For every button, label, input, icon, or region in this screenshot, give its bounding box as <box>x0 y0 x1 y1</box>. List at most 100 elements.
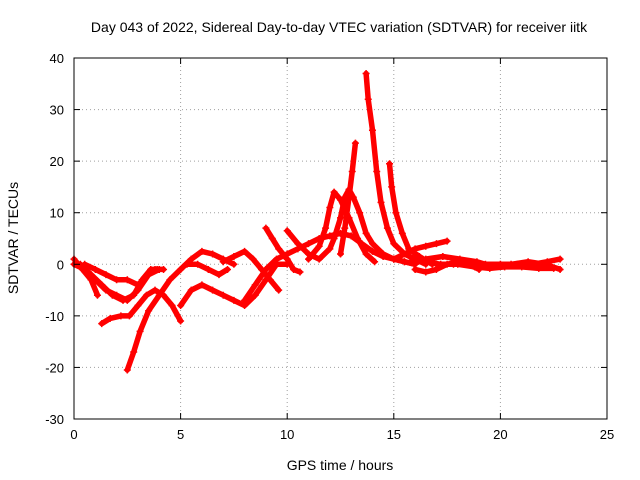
chart-title: Day 043 of 2022, Sidereal Day-to-day VTE… <box>91 19 588 35</box>
data-point-marker <box>400 250 408 258</box>
data-point-marker <box>106 314 114 322</box>
data-point-marker <box>273 255 281 263</box>
series-arc-o <box>363 70 429 268</box>
data-point-marker <box>379 250 387 258</box>
y-tick-label: -20 <box>45 360 64 375</box>
data-point-marker <box>422 242 430 250</box>
data-point-marker <box>230 296 238 304</box>
data-point-marker <box>407 258 415 266</box>
data-point-marker <box>194 260 202 268</box>
data-point-marker <box>209 286 217 294</box>
data-point-marker <box>198 247 206 255</box>
data-point-marker <box>490 263 498 271</box>
data-point-marker <box>151 286 159 294</box>
data-point-marker <box>356 209 364 217</box>
data-point-marker <box>541 260 549 268</box>
data-point-marker <box>422 268 430 276</box>
data-point-marker <box>145 271 153 279</box>
data-point-marker <box>224 265 232 273</box>
y-tick-label: 30 <box>50 103 64 118</box>
data-point-marker <box>81 260 89 268</box>
axis-ticks: 0 5 10 15 20 25 -30 -20 -10 0 10 20 30 40 <box>45 51 614 442</box>
data-point-marker <box>130 348 138 356</box>
y-tick-label: 0 <box>57 257 64 272</box>
data-point-marker <box>119 296 127 304</box>
data-point-marker <box>337 250 344 258</box>
data-point-marker <box>362 69 370 77</box>
data-point-marker <box>524 258 532 266</box>
data-point-marker <box>348 167 356 175</box>
y-tick-label: 20 <box>50 154 64 169</box>
x-axis-label: GPS time / hours <box>287 457 394 473</box>
data-point-marker <box>390 240 398 248</box>
data-point-marker <box>98 320 106 328</box>
data-point-marker <box>556 265 564 273</box>
data-point-marker <box>345 193 353 201</box>
x-tick-label: 20 <box>493 427 507 442</box>
x-tick-label: 5 <box>177 427 184 442</box>
data-point-marker <box>136 327 144 335</box>
data-point-marker <box>145 307 153 315</box>
data-point-marker <box>411 265 419 273</box>
data-point-marker <box>439 253 447 261</box>
data-point-marker <box>368 240 376 248</box>
data-point-marker <box>322 224 330 232</box>
data-point-marker <box>177 302 185 310</box>
data-point-marker <box>315 242 323 250</box>
data-point-marker <box>362 229 370 237</box>
data-point-marker <box>341 224 349 232</box>
data-point-marker <box>251 281 259 289</box>
data-point-marker <box>177 265 185 273</box>
data-point-marker <box>400 258 408 266</box>
y-axis-label: SDTVAR / TECUs <box>5 182 21 294</box>
data-point-marker <box>415 253 423 261</box>
data-point-marker <box>337 196 344 204</box>
y-tick-label: 40 <box>50 51 64 66</box>
data-point-marker <box>215 271 223 279</box>
data-point-marker <box>383 224 391 232</box>
data-point-marker <box>330 188 338 196</box>
data-point-marker <box>102 271 110 279</box>
data-point-marker <box>183 260 191 268</box>
series-arc-m <box>305 189 378 265</box>
data-point-marker <box>130 291 138 299</box>
data-point-marker <box>388 183 396 191</box>
data-point-marker <box>125 312 133 320</box>
data-point-marker <box>411 245 419 253</box>
data-point-marker <box>204 265 212 273</box>
data-point-marker <box>249 255 257 263</box>
data-point-marker <box>422 255 430 263</box>
series-arc-e <box>98 287 184 327</box>
data-point-marker <box>219 291 227 299</box>
data-point-marker <box>368 247 376 255</box>
data-point-marker <box>390 255 398 263</box>
data-point-marker <box>166 276 174 284</box>
data-point-marker <box>198 281 206 289</box>
data-point-marker <box>362 250 370 258</box>
data-point-marker <box>283 255 291 263</box>
data-point-marker <box>275 286 283 294</box>
data-point-marker <box>449 260 457 268</box>
data-point-marker <box>241 296 249 304</box>
x-tick-label: 15 <box>387 427 401 442</box>
data-point-marker <box>294 240 302 248</box>
data-point-marker <box>230 253 238 261</box>
data-point-marker <box>305 255 313 263</box>
data-point-marker <box>98 281 106 289</box>
data-point-marker <box>456 255 464 263</box>
data-point-marker <box>296 268 304 276</box>
data-point-marker <box>373 167 381 175</box>
x-tick-label: 25 <box>600 427 614 442</box>
data-point-marker <box>251 291 259 299</box>
data-point-marker <box>113 276 121 284</box>
data-point-marker <box>290 265 298 273</box>
data-point-marker <box>230 260 238 268</box>
data-point-marker <box>326 204 334 212</box>
data-point-marker <box>386 160 394 168</box>
series-arc-s <box>408 258 557 272</box>
data-point-marker <box>219 258 227 266</box>
series-arc-d <box>81 261 163 288</box>
data-point-marker <box>262 265 270 273</box>
data-point-marker <box>93 291 101 299</box>
